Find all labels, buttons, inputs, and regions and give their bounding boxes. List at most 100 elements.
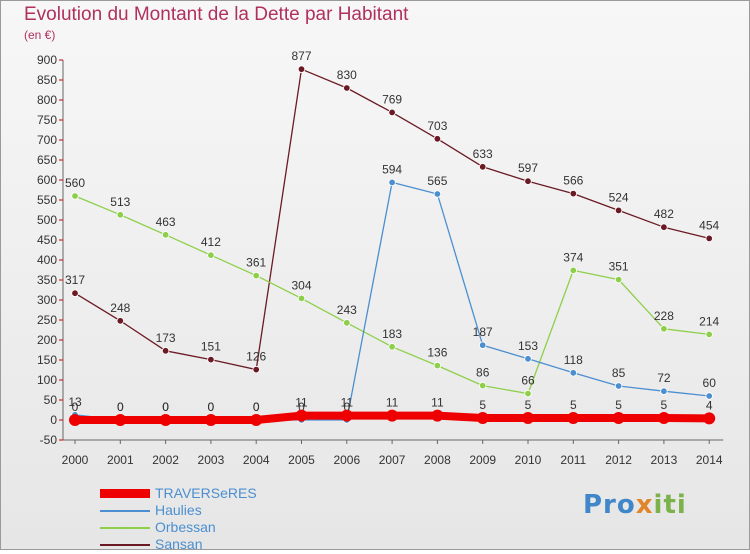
data-label-sansan-2008: 703 xyxy=(427,119,447,133)
data-label-sansan-2002: 173 xyxy=(156,331,176,345)
y-tick-label-250: 250 xyxy=(37,313,57,327)
data-point-orbessan-2002 xyxy=(161,231,170,239)
data-label-traverseres-2001: 0 xyxy=(117,400,124,414)
data-label-haulies-2000: 13 xyxy=(68,395,82,409)
data-label-haulies-2014: 60 xyxy=(703,376,717,390)
data-label-traverseres-2003: 0 xyxy=(208,400,215,414)
data-label-sansan-2001: 248 xyxy=(110,301,130,315)
chart-title: Evolution du Montant de la Dette par Hab… xyxy=(24,4,409,25)
data-point-haulies-2014 xyxy=(705,392,713,400)
legend-swatch-sansan xyxy=(100,544,150,546)
data-point-traverseres-2007 xyxy=(386,409,399,422)
data-label-orbessan-2003: 412 xyxy=(201,235,221,249)
x-tick-label-2004: 2004 xyxy=(243,453,270,467)
data-point-haulies-2011 xyxy=(569,369,577,377)
y-tick-label-200: 200 xyxy=(37,333,57,347)
y-tick-label-100: 100 xyxy=(37,373,57,387)
data-point-orbessan-2003 xyxy=(207,251,215,259)
data-point-orbessan-2001 xyxy=(116,211,124,219)
x-tick-label-2003: 2003 xyxy=(198,453,225,467)
x-tick-label-2008: 2008 xyxy=(424,453,451,467)
data-point-orbessan-2008 xyxy=(433,361,442,370)
y-tick-label-350: 350 xyxy=(37,273,57,287)
data-point-traverseres-2008 xyxy=(431,409,444,422)
data-label-sansan-2011: 566 xyxy=(563,174,583,188)
data-point-sansan-2002 xyxy=(161,347,170,355)
x-tick-label-2000: 2000 xyxy=(62,453,89,467)
data-label-haulies-2006: 0 xyxy=(343,400,350,414)
y-tick-label-500: 500 xyxy=(37,213,57,227)
data-label-sansan-2012: 524 xyxy=(609,190,629,204)
data-point-traverseres-2000 xyxy=(69,414,81,426)
data-point-sansan-2013 xyxy=(660,223,668,231)
data-point-traverseres-2002 xyxy=(159,414,172,426)
data-label-traverseres-2000: 0 xyxy=(72,400,79,414)
x-tick-label-2007: 2007 xyxy=(379,453,406,467)
data-point-sansan-2006 xyxy=(343,84,351,92)
data-label-sansan-2000: 317 xyxy=(65,273,85,287)
data-label-sansan-2014: 454 xyxy=(699,218,719,232)
data-label-traverseres-2012: 5 xyxy=(615,398,622,412)
data-label-haulies-2001: 0 xyxy=(117,400,124,414)
y-tick-label-800: 800 xyxy=(37,93,57,107)
y-tick-label-850: 850 xyxy=(37,73,57,87)
data-label-orbessan-2000: 560 xyxy=(65,176,85,190)
data-label-haulies-2004: 0 xyxy=(253,400,260,414)
data-label-haulies-2009: 187 xyxy=(473,325,493,339)
data-point-traverseres-2003 xyxy=(204,414,217,426)
data-label-traverseres-2006: 11 xyxy=(341,396,354,410)
data-point-traverseres-2010 xyxy=(522,412,534,424)
data-label-orbessan-2008: 136 xyxy=(427,346,447,360)
data-point-orbessan-2009 xyxy=(479,381,487,390)
data-label-haulies-2013: 72 xyxy=(657,371,671,385)
x-tick-label-2013: 2013 xyxy=(651,453,678,467)
data-label-orbessan-2006: 243 xyxy=(337,303,357,317)
y-tick-label-650: 650 xyxy=(37,153,57,167)
data-point-sansan-2011 xyxy=(569,189,577,198)
data-label-haulies-2010: 153 xyxy=(518,339,538,353)
data-label-haulies-2012: 85 xyxy=(612,366,626,380)
y-tick-label-50: 50 xyxy=(44,393,58,407)
data-label-orbessan-2001: 513 xyxy=(110,195,130,209)
proxiti-logo: Proxiti xyxy=(583,490,687,520)
legend-swatch-orbessan xyxy=(100,527,150,529)
data-point-sansan-2012 xyxy=(614,206,623,215)
data-point-sansan-2001 xyxy=(116,317,124,325)
y-tick-label-300: 300 xyxy=(37,293,57,307)
x-tick-label-2012: 2012 xyxy=(605,453,632,467)
data-label-sansan-2003: 151 xyxy=(201,340,221,354)
data-point-orbessan-2005 xyxy=(297,294,306,303)
data-label-traverseres-2007: 11 xyxy=(386,396,399,410)
data-point-orbessan-2010 xyxy=(524,389,532,398)
data-label-traverseres-2002: 0 xyxy=(162,400,169,414)
data-label-traverseres-2009: 5 xyxy=(479,398,486,412)
data-label-sansan-2004: 126 xyxy=(246,350,266,364)
data-point-haulies-2013 xyxy=(660,387,668,395)
data-point-orbessan-2004 xyxy=(252,271,260,280)
y-tick-label-400: 400 xyxy=(37,253,57,267)
data-point-traverseres-2013 xyxy=(657,412,670,424)
legend-label-orbessan: Orbessan xyxy=(155,519,216,535)
chart-subtitle: (en €) xyxy=(24,28,56,42)
data-label-orbessan-2013: 228 xyxy=(654,309,674,323)
data-label-haulies-2007: 594 xyxy=(382,162,402,176)
legend-label-traverseres: TRAVERSeRES xyxy=(155,485,257,501)
data-label-orbessan-2011: 374 xyxy=(563,250,583,264)
data-label-orbessan-2009: 86 xyxy=(476,366,490,380)
data-label-orbessan-2005: 304 xyxy=(291,278,311,292)
data-label-haulies-2011: 118 xyxy=(564,353,583,367)
data-point-sansan-2003 xyxy=(207,355,215,364)
data-label-haulies-2008: 565 xyxy=(427,174,447,188)
y-tick-label-150: 150 xyxy=(37,353,57,367)
data-label-traverseres-2008: 11 xyxy=(431,396,444,410)
data-label-orbessan-2002: 463 xyxy=(156,215,176,229)
data-point-orbessan-2011 xyxy=(569,266,577,275)
y-tick-label--50: -50 xyxy=(40,433,58,447)
data-label-traverseres-2014: 4 xyxy=(706,398,713,412)
data-point-haulies-2007 xyxy=(388,178,396,187)
data-point-orbessan-2012 xyxy=(614,275,623,284)
data-point-sansan-2014 xyxy=(705,234,713,243)
data-point-traverseres-2001 xyxy=(114,414,127,426)
legend-label-sansan: Sansan xyxy=(155,536,203,552)
